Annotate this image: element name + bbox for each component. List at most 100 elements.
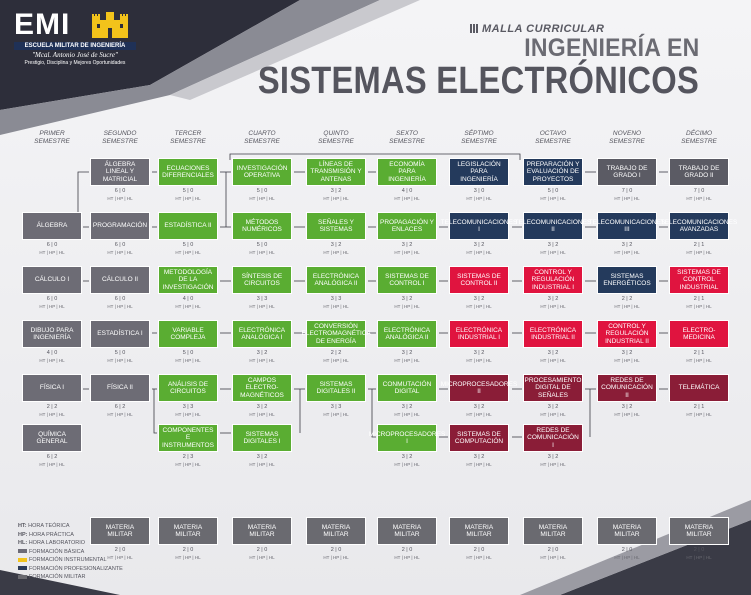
hours-label: HT | HP | HL	[107, 196, 133, 201]
course-hours: 5 | 0 HT | HP | HL	[158, 242, 218, 256]
hours-label: HT | HP | HL	[39, 304, 65, 309]
course-hours: 3 | 2 HT | HP | HL	[597, 404, 657, 418]
military-course-box[interactable]: MATERIA MILITAR	[597, 517, 657, 545]
hours-value: 3 | 2	[473, 296, 485, 302]
hours-label: HT | HP | HL	[686, 358, 712, 363]
course-box[interactable]: SÍNTESIS DE CIRCUITOS	[232, 266, 292, 294]
semester-header: OCTAVO SEMESTRE	[517, 130, 589, 146]
course-box[interactable]: TELECOMUNICACIONES III	[589, 212, 665, 240]
course-box[interactable]: TELEMÁTICA	[669, 374, 729, 402]
hours-label: HT | HP | HL	[39, 412, 65, 417]
course-box[interactable]: DIBUJO PARA INGENIERÍA	[22, 320, 82, 348]
course-box[interactable]: TRABAJO DE GRADO II	[669, 158, 729, 186]
course-box[interactable]: MICROPROCESADORES II	[441, 374, 517, 402]
course-box[interactable]: CONVERSIÓN ELECTROMAGNÉTICA DE ENERGÍA	[302, 320, 371, 348]
course-box[interactable]: ANÁLISIS DE CIRCUITOS	[158, 374, 218, 402]
military-course-box[interactable]: MATERIA MILITAR	[232, 517, 292, 545]
course-box[interactable]: ESTADÍSTICA II	[158, 212, 218, 240]
military-course-box[interactable]: MATERIA MILITAR	[306, 517, 366, 545]
course-hours: 2 | 2 HT | HP | HL	[597, 296, 657, 310]
course-hours: 2 | 2 HT | HP | HL	[22, 404, 82, 418]
course-box[interactable]: LÍNEAS DE TRANSMISIÓN Y ANTENAS	[306, 158, 366, 186]
course-box[interactable]: ELECTRÓNICA ANALÓGICA I	[232, 320, 292, 348]
course-box[interactable]: SISTEMAS DE COMPUTACIÓN	[449, 424, 509, 452]
course-box[interactable]: TELECOMUNICACIONES AVANZADAS	[661, 212, 737, 240]
course-box[interactable]: CONMUTACIÓN DIGITAL	[377, 374, 437, 402]
course-box[interactable]: CONTROL Y REGULACIÓN INDUSTRIAL II	[597, 320, 657, 348]
course-box[interactable]: ELECTRO- MEDICINA	[669, 320, 729, 348]
legend-item: HT: HORA TEÓRICA	[18, 522, 70, 530]
hours-label: HT | HP | HL	[394, 555, 420, 560]
course-box[interactable]: CÁLCULO II	[90, 266, 150, 294]
course-box[interactable]: QUÍMICA GENERAL	[22, 424, 82, 452]
hours-value: 3 | 2	[621, 350, 633, 356]
course-hours: 5 | 0 HT | HP | HL	[523, 188, 583, 202]
course-box[interactable]: PROGRAMACIÓN	[90, 212, 150, 240]
course-box[interactable]: PREPARACIÓN Y EVALUACIÓN DE PROYECTOS	[523, 158, 583, 186]
course-box[interactable]: TRABAJO DE GRADO I	[597, 158, 657, 186]
course-hours: 3 | 2 HT | HP | HL	[449, 454, 509, 468]
course-box[interactable]: METODOLOGÍA DE LA INVESTIGACIÓN	[158, 266, 218, 294]
military-course-box[interactable]: MATERIA MILITAR	[669, 517, 729, 545]
hours-label: HT | HP | HL	[394, 196, 420, 201]
hours-label: HT | HP | HL	[466, 358, 492, 363]
course-hours: 3 | 2 HT | HP | HL	[523, 296, 583, 310]
military-hours: 2 | 0 HT | HP | HL	[669, 547, 729, 561]
course-box[interactable]: SISTEMAS DIGITALES II	[306, 374, 366, 402]
course-box[interactable]: COMPONENTES E INSTRUMENTOS	[158, 424, 218, 452]
course-box[interactable]: REDES DE COMUNICACIÓN I	[523, 424, 583, 452]
course-box[interactable]: CONTROL Y REGULACIÓN INDUSTRIAL I	[523, 266, 583, 294]
course-box[interactable]: MICROPROCESADORES I	[369, 424, 445, 452]
legend-text: FORMACIÓN INSTRUMENTAL	[29, 557, 107, 563]
course-box[interactable]: VARIABLE COMPLEJA	[158, 320, 218, 348]
course-box[interactable]: SISTEMAS DIGITALES I	[232, 424, 292, 452]
legend-text: FORMACIÓN MILITAR	[29, 574, 86, 580]
course-box[interactable]: FÍSICA I	[22, 374, 82, 402]
hours-value: 6 | 0	[46, 242, 58, 248]
military-course-box[interactable]: MATERIA MILITAR	[449, 517, 509, 545]
course-box[interactable]: ELECTRÓNICA ANALÓGICA II	[306, 266, 366, 294]
course-box[interactable]: REDES DE COMUNICACIÓN II	[597, 374, 657, 402]
course-hours: 2 | 1 HT | HP | HL	[669, 242, 729, 256]
course-box[interactable]: SEÑALES Y SISTEMAS	[306, 212, 366, 240]
course-box[interactable]: SISTEMAS DE CONTROL INDUSTRIAL	[669, 266, 729, 294]
course-box[interactable]: ESTADÍSTICA I	[90, 320, 150, 348]
hours-value: 2 | 2	[330, 350, 342, 356]
course-hours: 3 | 2 HT | HP | HL	[377, 350, 437, 364]
legend-swatch	[18, 549, 27, 554]
course-box[interactable]: FÍSICA II	[90, 374, 150, 402]
hours-value: 2 | 0	[401, 547, 413, 553]
course-hours: 2 | 3 HT | HP | HL	[158, 454, 218, 468]
course-box[interactable]: ELECTRÓNICA INDUSTRIAL I	[449, 320, 509, 348]
course-box[interactable]: ECONOMÍA PARA INGENIERÍA	[377, 158, 437, 186]
course-box[interactable]: ELECTRÓNICA INDUSTRIAL II	[523, 320, 583, 348]
course-hours: 5 | 0 HT | HP | HL	[232, 242, 292, 256]
military-course-box[interactable]: MATERIA MILITAR	[377, 517, 437, 545]
legend-text: HORA PRÁCTICA	[29, 531, 74, 538]
hours-label: HT | HP | HL	[540, 358, 566, 363]
course-box[interactable]: CAMPOS ELECTRO- MAGNÉTICOS	[232, 374, 292, 402]
military-course-box[interactable]: MATERIA MILITAR	[158, 517, 218, 545]
course-box[interactable]: MÉTODOS NUMÉRICOS	[232, 212, 292, 240]
course-box[interactable]: SISTEMAS ENERGÉTICOS	[597, 266, 657, 294]
course-hours: 3 | 2 HT | HP | HL	[232, 350, 292, 364]
course-box[interactable]: PROPAGACIÓN Y ENLACES	[377, 212, 437, 240]
course-box[interactable]: TELECOMUNICACIONES I	[441, 212, 517, 240]
semester-header-line2: SEMESTRE	[389, 138, 425, 145]
hours-label: HT | HP | HL	[466, 196, 492, 201]
course-box[interactable]: TELECOMUNICACIONES II	[515, 212, 591, 240]
course-box[interactable]: ECUACIONES DIFERENCIALES	[158, 158, 218, 186]
semester-header: DÉCIMO SEMESTRE	[663, 130, 735, 146]
hours-label: HT | HP | HL	[540, 462, 566, 467]
course-box[interactable]: PROCESAMIENTO DIGITAL DE SEÑALES	[523, 374, 583, 402]
course-box[interactable]: LEGISLACIÓN PARA INGENIERÍA	[449, 158, 509, 186]
course-box[interactable]: CÁLCULO I	[22, 266, 82, 294]
course-box[interactable]: ELECTRÓNICA ANALÓGICA II	[377, 320, 437, 348]
course-box[interactable]: SISTEMAS DE CONTROL I	[377, 266, 437, 294]
course-box[interactable]: ÁLGEBRA	[22, 212, 82, 240]
course-box[interactable]: INVESTIGACIÓN OPERATIVA	[232, 158, 292, 186]
course-box[interactable]: SISTEMAS DE CONTROL II	[449, 266, 509, 294]
military-course-box[interactable]: MATERIA MILITAR	[523, 517, 583, 545]
military-course-box[interactable]: MATERIA MILITAR	[90, 517, 150, 545]
course-box[interactable]: ÁLGEBRA LINEAL Y MATRICIAL	[90, 158, 150, 186]
